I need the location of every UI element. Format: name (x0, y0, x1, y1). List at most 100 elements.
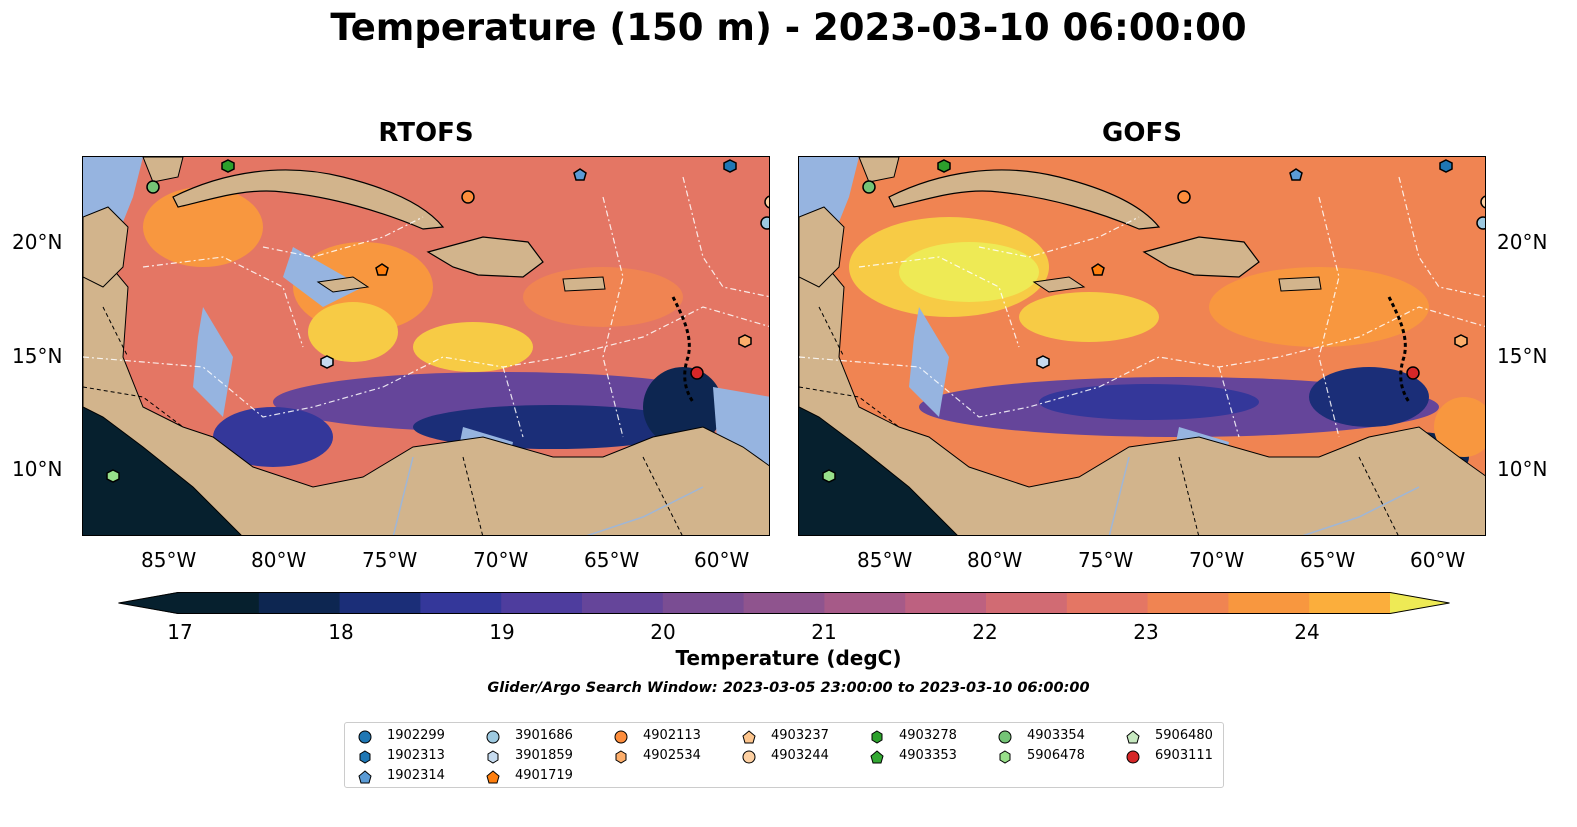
float-marker (937, 159, 951, 173)
land-puerto-rico (1278, 276, 1322, 292)
land-florida (858, 157, 900, 183)
shelf-area (193, 307, 233, 417)
pacific-cold (799, 407, 958, 535)
legend-marker-icon (870, 750, 884, 764)
float-marker (1439, 159, 1453, 173)
lon-tick-label: 80°W (967, 548, 1023, 572)
cool-patch (213, 407, 333, 467)
colorbar-bin (1309, 592, 1391, 614)
lon-tick-label: 75°W (1078, 548, 1134, 572)
lon-tick-label: 65°W (1300, 548, 1356, 572)
legend-marker-icon (742, 750, 756, 764)
land-jamaica (316, 276, 370, 293)
warm-patch (523, 267, 683, 327)
pacific-cold (83, 407, 242, 535)
colorbar (118, 592, 1450, 614)
colorbar-tick-label: 22 (972, 620, 998, 644)
lon-tick-label: 65°W (584, 548, 640, 572)
land-hispaniola (426, 236, 544, 278)
lat-tick-label: 15°N (1497, 344, 1548, 368)
shelf-area (909, 307, 949, 417)
legend-marker-icon (487, 750, 499, 764)
float-marker (1476, 216, 1485, 230)
warm-patch (413, 322, 533, 372)
legend-marker-icon (999, 750, 1011, 764)
lesser-antilles (671, 296, 695, 403)
colorbar-tick-label: 17 (167, 620, 193, 644)
colorbar-bin (339, 592, 421, 614)
land-yucatan (83, 206, 129, 288)
land-yucatan (799, 206, 845, 288)
colorbar-tick-label: 18 (328, 620, 354, 644)
eez-boundaries (799, 176, 1485, 438)
eez-boundaries (83, 176, 769, 438)
float-marker (461, 190, 475, 204)
float-marker (690, 366, 704, 380)
float-marker (320, 355, 334, 369)
colorbar-bin (258, 592, 341, 614)
land-puerto-rico (562, 276, 606, 292)
colorbar-bin (1147, 592, 1229, 614)
lon-tick-label: 60°W (1410, 548, 1466, 572)
lat-tick-label: 10°N (1497, 457, 1548, 481)
legend-marker-icon (742, 730, 756, 744)
colorbar-bin (743, 592, 825, 614)
float-marker (1480, 195, 1485, 209)
lesser-antilles (1387, 296, 1411, 403)
land-central-america (799, 256, 1485, 535)
lat-tick-label: 15°N (12, 344, 63, 368)
float-marker (862, 180, 876, 194)
float-marker (375, 263, 389, 276)
legend-marker-icon (614, 730, 628, 744)
lon-tick-label: 70°W (473, 548, 529, 572)
float-marker (106, 469, 120, 483)
colorbar-bin (178, 592, 260, 614)
lat-tick-label: 20°N (1497, 230, 1548, 254)
float-markers (822, 159, 1485, 483)
legend-marker-icon (486, 730, 500, 744)
warm-patch (143, 187, 263, 267)
land-cuba (172, 169, 445, 230)
float-marker (1289, 168, 1303, 181)
warm-patch (1209, 267, 1429, 347)
legend-marker-icon (998, 730, 1012, 744)
colorbar-bin (824, 592, 906, 614)
float-marker (822, 469, 836, 483)
colorbar-bin (662, 592, 745, 614)
map-panel-gofs (798, 156, 1486, 536)
warm-patch (1434, 397, 1485, 457)
lon-tick-label: 60°W (694, 548, 750, 572)
colorbar-tick-label: 21 (811, 620, 837, 644)
country-borders (799, 306, 1399, 535)
float-marker (1454, 334, 1468, 348)
legend-marker-icon (1126, 730, 1140, 744)
float-marker (760, 216, 769, 230)
float-marker (573, 168, 587, 181)
search-window-text: Glider/Argo Search Window: 2023-03-05 23… (487, 680, 1090, 696)
lat-tick-label: 20°N (12, 230, 63, 254)
colorbar-extend-min (118, 592, 178, 614)
lon-tick-label: 75°W (362, 548, 418, 572)
float-markers (106, 159, 769, 483)
float-marker (1036, 355, 1050, 369)
lon-tick-label: 85°W (857, 548, 913, 572)
float-legend: 1902299 1902313 1902314 3901686 3901859 … (344, 722, 1224, 788)
map-panel-rtofs (82, 156, 770, 536)
float-marker (723, 159, 737, 173)
float-marker (764, 195, 769, 209)
colorbar-bin (1228, 592, 1310, 614)
cool-patch (1309, 367, 1429, 427)
colorbar-outline (118, 592, 1450, 614)
country-borders (83, 306, 683, 535)
colorbar-bin (420, 592, 502, 614)
float-marker (221, 159, 235, 173)
lat-tick-label: 10°N (12, 457, 63, 481)
cool-patch (1039, 384, 1259, 420)
land-central-america (83, 256, 769, 535)
warm-patch (1019, 292, 1159, 342)
colorbar-tick-label: 24 (1294, 620, 1320, 644)
colorbar-tick-label: 23 (1133, 620, 1159, 644)
legend-marker-icon (358, 770, 372, 784)
legend-marker-icon (615, 750, 627, 764)
colorbar-bin (1066, 592, 1149, 614)
